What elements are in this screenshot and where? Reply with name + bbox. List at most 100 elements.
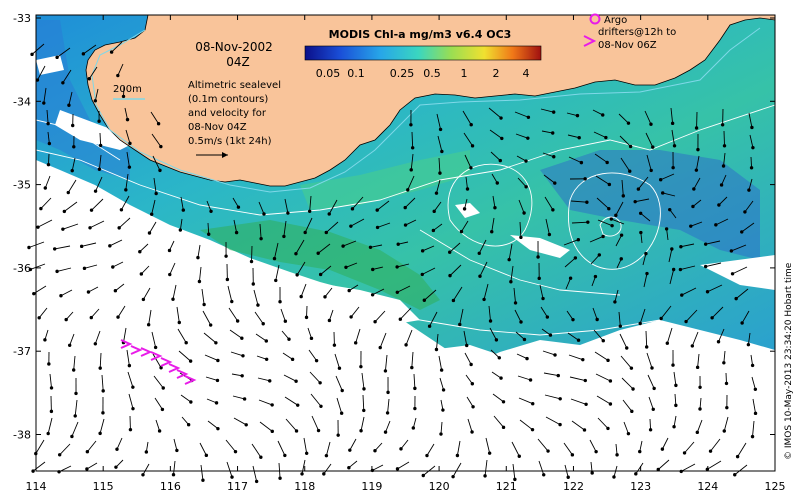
velocity-arrow <box>467 418 473 433</box>
velocity-arrow-head <box>536 255 540 259</box>
velocity-arrow-head <box>576 238 581 242</box>
velocity-arrow-head <box>290 357 295 362</box>
velocity-arrow <box>465 374 473 385</box>
velocity-arrow <box>512 463 516 480</box>
velocity-arrow <box>115 283 125 292</box>
velocity-arrow <box>511 441 520 457</box>
velocity-arrow <box>74 399 78 416</box>
velocity-arrow <box>83 44 97 55</box>
velocity-arrow-head <box>294 252 298 256</box>
velocity-arrow-head <box>124 188 128 192</box>
velocity-arrow <box>285 418 297 432</box>
velocity-arrow <box>253 289 259 306</box>
velocity-arrow <box>142 463 150 475</box>
velocity-arrow-head <box>477 251 481 256</box>
velocity-arrow-head <box>32 291 36 296</box>
velocity-arrow-head <box>115 447 119 451</box>
velocity-arrow <box>544 196 554 211</box>
velocity-arrow-head <box>548 333 553 337</box>
velocity-arrow-head <box>353 341 358 345</box>
velocity-arrow-head <box>318 381 322 385</box>
velocity-arrow-head <box>101 411 105 415</box>
velocity-arrow-head <box>420 272 424 277</box>
velocity-arrow-head <box>127 165 132 169</box>
velocity-arrow-head <box>566 475 570 479</box>
velocity-arrow-head <box>296 403 300 407</box>
velocity-arrow <box>748 112 753 128</box>
velocity-arrow <box>662 192 676 197</box>
velocity-arrow-head <box>636 187 641 191</box>
x-tick-label: 120 <box>429 480 450 493</box>
velocity-arrow <box>296 261 306 276</box>
velocity-arrow <box>463 330 468 346</box>
velocity-arrow-head <box>236 205 241 209</box>
velocity-arrow <box>751 376 756 390</box>
velocity-arrow-head <box>108 244 112 248</box>
argo-drifter-marker <box>168 363 181 373</box>
velocity-arrow-head <box>323 295 327 299</box>
velocity-arrow-head <box>55 55 59 60</box>
velocity-arrow <box>47 417 53 434</box>
velocity-arrow <box>35 439 45 454</box>
velocity-arrow-head <box>634 472 638 476</box>
velocity-arrow <box>567 332 579 341</box>
velocity-arrow <box>565 278 572 290</box>
velocity-arrow <box>54 245 71 250</box>
velocity-arrow <box>361 372 365 389</box>
velocity-arrow <box>252 465 258 482</box>
velocity-arrow-head <box>216 358 220 363</box>
velocity-arrow <box>109 239 123 247</box>
velocity-arrow <box>735 288 749 299</box>
velocity-arrow-head <box>691 204 695 209</box>
velocity-arrow-head <box>225 277 230 282</box>
velocity-arrow-head <box>519 235 523 240</box>
velocity-arrow <box>155 419 161 432</box>
velocity-arrow-head <box>594 449 598 454</box>
velocity-arrow-head <box>347 288 351 293</box>
velocity-arrow-head <box>698 385 702 389</box>
isobath-200m-line <box>91 27 761 193</box>
velocity-arrow-head <box>680 293 684 297</box>
velocity-arrow <box>488 107 502 119</box>
velocity-arrow-head <box>551 131 555 135</box>
velocity-arrow-head <box>753 387 758 392</box>
velocity-arrow-head <box>362 408 366 413</box>
velocity-arrow <box>589 439 597 452</box>
velocity-arrow-head <box>665 341 670 345</box>
velocity-arrow <box>139 243 149 253</box>
velocity-arrow-head <box>413 386 417 391</box>
velocity-arrow <box>615 201 624 216</box>
velocity-arrow-head <box>471 405 475 409</box>
velocity-arrow <box>374 310 386 323</box>
velocity-arrow-head <box>268 379 272 383</box>
velocity-arrow-head <box>553 181 557 185</box>
velocity-arrow-head <box>375 208 379 212</box>
velocity-arrow <box>595 175 610 185</box>
contour-line <box>299 299 661 336</box>
velocity-arrow <box>438 157 441 174</box>
velocity-arrow <box>117 63 124 76</box>
velocity-arrow-head <box>138 250 142 254</box>
velocity-arrow <box>81 242 97 247</box>
velocity-arrow-head <box>189 400 193 404</box>
velocity-arrow-head <box>327 212 331 216</box>
velocity-arrow-head <box>753 411 758 416</box>
velocity-arrow <box>661 437 669 450</box>
velocity-arrow <box>693 177 701 190</box>
velocity-arrow <box>309 371 321 384</box>
velocity-arrow-head <box>531 402 535 406</box>
velocity-arrow <box>362 394 365 411</box>
velocity-arrow <box>515 133 528 139</box>
velocity-arrow-head <box>722 144 727 148</box>
y-tick-label: -37 <box>13 345 31 358</box>
velocity-arrow-head <box>87 77 91 81</box>
velocity-arrow-head <box>571 317 575 322</box>
velocity-arrow <box>619 333 628 349</box>
velocity-arrow <box>128 393 134 409</box>
velocity-arrow <box>94 88 99 101</box>
velocity-arrow-head <box>64 317 68 322</box>
velocity-arrow <box>207 222 210 235</box>
velocity-arrow <box>436 113 442 130</box>
velocity-arrow <box>295 239 305 254</box>
velocity-arrow <box>99 352 102 369</box>
